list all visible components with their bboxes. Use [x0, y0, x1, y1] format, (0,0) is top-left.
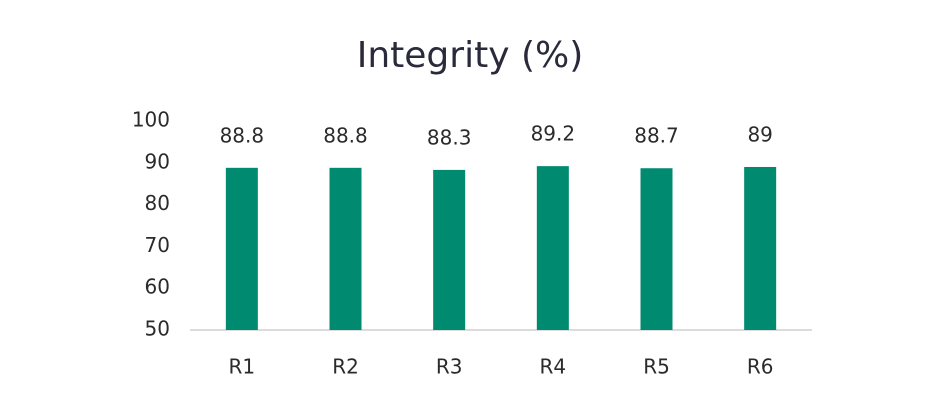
data-label: 89.2 [531, 122, 576, 146]
bar [433, 169, 466, 330]
y-tick-label: 60 [145, 275, 170, 299]
bar [640, 168, 673, 330]
bar [536, 166, 569, 330]
x-tick-label: R6 [747, 355, 774, 379]
x-tick-label: R5 [643, 355, 670, 379]
data-label: 88.7 [634, 124, 679, 148]
y-tick-label: 50 [145, 317, 170, 341]
data-label: 88.8 [220, 123, 265, 147]
bar [329, 167, 362, 330]
data-label: 89 [747, 122, 772, 146]
x-tick-label: R1 [229, 355, 256, 379]
y-tick-label: 70 [145, 233, 170, 257]
y-tick-label: 80 [145, 191, 170, 215]
x-tick-label: R2 [332, 355, 359, 379]
chart-title: Integrity (%) [357, 35, 584, 76]
y-tick-label: 100 [132, 108, 170, 132]
data-label: 88.3 [427, 125, 472, 149]
bar [744, 166, 777, 330]
bar [225, 167, 258, 330]
x-tick-label: R4 [540, 355, 567, 379]
y-tick-label: 90 [145, 149, 170, 173]
data-label: 88.8 [323, 123, 368, 147]
x-tick-label: R3 [436, 355, 463, 379]
